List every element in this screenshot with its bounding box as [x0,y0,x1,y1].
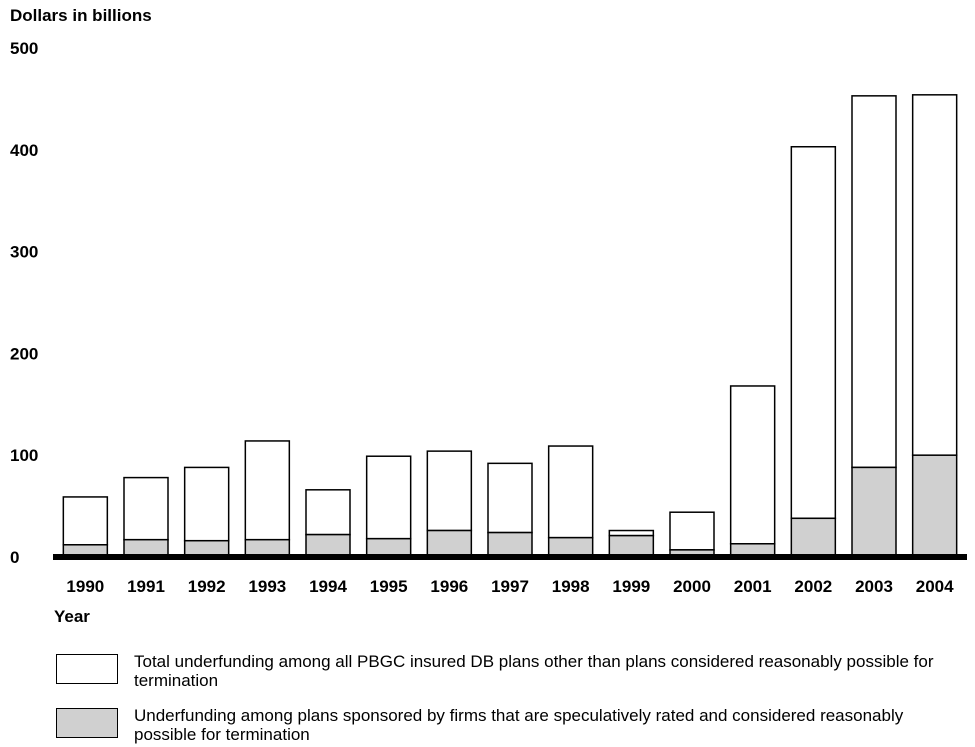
bar-speculative-underfunding [426,529,473,558]
x-tick-label: 2002 [794,577,832,596]
legend-swatch-white [56,654,118,684]
bar-total-underfunding [62,496,109,546]
bar-chart: 0 100 200 300 400 500 1990 1991 1992 1993 1994 1995… [10,39,967,596]
bar-total-underfunding [790,145,837,520]
y-tick-label: 0 [10,548,19,567]
x-tick-label: 1997 [491,577,529,596]
x-tick-label: 1996 [430,577,468,596]
y-tick-label: 500 [10,39,38,58]
x-tick-label: 1998 [552,577,590,596]
legend-label-speculative-underfunding: Underfunding among plans sponsored by fi… [134,706,904,744]
bar-total-underfunding [911,94,958,456]
x-tick-label: 1990 [66,577,104,596]
bar-total-underfunding [305,489,351,536]
bar-total-underfunding [608,529,655,537]
bar-speculative-underfunding [851,466,897,558]
legend-swatch-gray [56,708,118,738]
bar-speculative-underfunding [305,533,351,558]
x-axis-title: Year [54,607,90,626]
x-tick-label: 1995 [370,577,408,596]
bar-speculative-underfunding [487,531,533,558]
bar-total-underfunding [365,455,412,540]
bar-total-underfunding [426,450,473,532]
x-tick-label: 1999 [612,577,650,596]
x-axis-line [53,554,967,560]
x-tick-label: 1994 [309,577,347,596]
bar-total-underfunding [487,462,533,534]
y-tick-label: 200 [10,344,38,363]
bar-total-underfunding [123,476,169,541]
bar-total-underfunding [729,385,776,545]
bar-total-underfunding [851,95,897,469]
legend-label-total-underfunding: Total underfunding among all PBGC insure… [134,652,934,690]
y-tick-label: 100 [10,446,38,465]
bar-speculative-underfunding [790,517,837,558]
x-tick-label: 2004 [916,577,954,596]
x-tick-label: 2003 [855,577,893,596]
bar-speculative-underfunding [911,454,958,558]
bar-total-underfunding [183,466,230,542]
y-tick-label: 300 [10,243,38,262]
y-axis-title: Dollars in billions [10,6,152,25]
y-tick-label: 400 [10,141,38,160]
bar-total-underfunding [244,440,291,541]
x-tick-label: 2001 [734,577,772,596]
bar-total-underfunding [547,445,594,539]
bar-total-underfunding [669,511,715,551]
x-tick-label: 1992 [188,577,226,596]
bar-speculative-underfunding [608,534,655,558]
x-tick-label: 1993 [248,577,286,596]
x-tick-label: 1991 [127,577,165,596]
x-tick-label: 2000 [673,577,711,596]
